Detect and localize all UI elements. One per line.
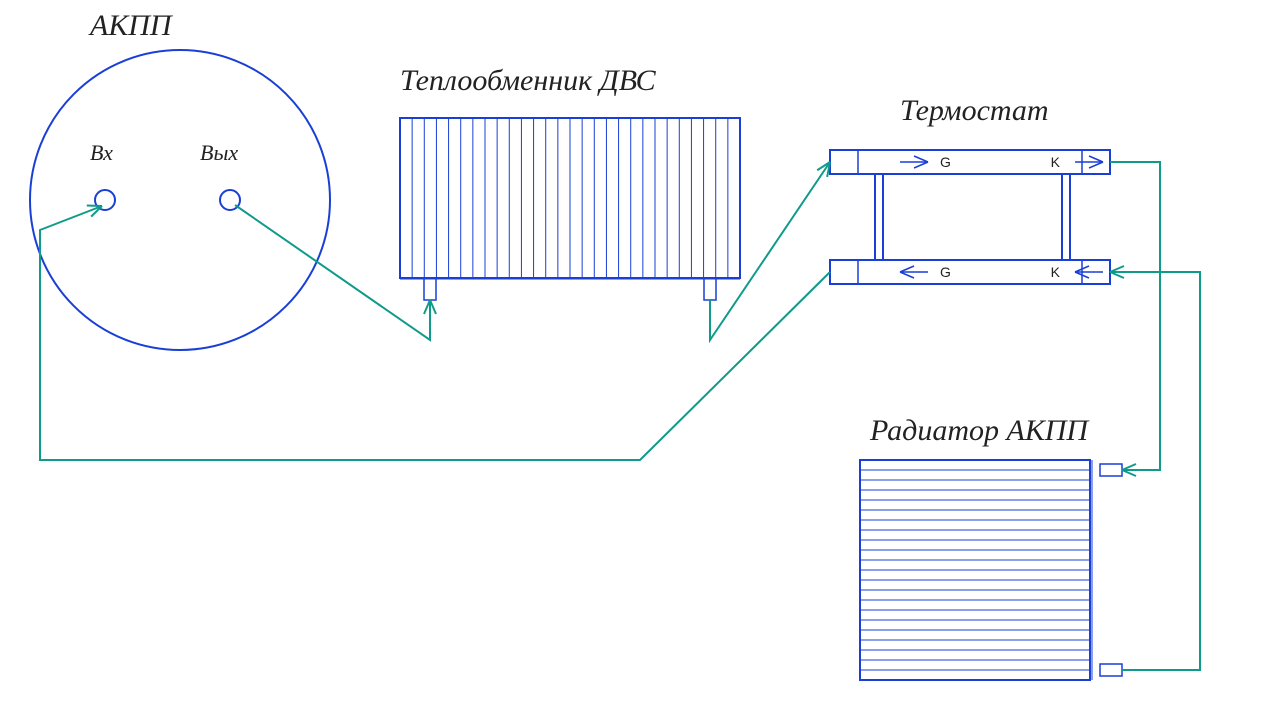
radiator: [860, 460, 1122, 680]
arrowhead: [1089, 156, 1103, 162]
arrowhead: [900, 266, 914, 272]
akpp: [30, 50, 330, 350]
arrowhead: [914, 162, 928, 168]
akpp-in-label: Вх: [90, 140, 113, 165]
hx-title: Теплообменник ДВС: [400, 64, 657, 97]
flow-therm-to-rad: [1110, 162, 1160, 476]
therm-K-top: K: [1051, 154, 1061, 170]
therm-K-bot: K: [1051, 264, 1061, 280]
arrowhead: [900, 272, 914, 278]
flow-return-to-akpp: [40, 205, 830, 460]
akpp-circle: [30, 50, 330, 350]
hx-outlet-stub: [704, 278, 716, 300]
hx-inlet-stub: [424, 278, 436, 300]
akpp-title: АКПП: [88, 9, 174, 42]
arrowhead: [914, 156, 928, 162]
akpp-out-label: Вых: [200, 140, 238, 165]
radiator-out-stub: [1100, 664, 1122, 676]
arrowhead: [87, 205, 102, 206]
therm-G-top: G: [940, 154, 951, 170]
radiator-title: Радиатор АКПП: [869, 414, 1090, 447]
therm-top-bar: [830, 150, 1110, 174]
flow-rad-to-therm: [1110, 266, 1200, 670]
flow-therm-to-rad-line: [1110, 162, 1160, 470]
flow-return-to-akpp-line: [40, 206, 830, 460]
flow-out-to-hx: [235, 205, 436, 340]
therm-bot-bar: [830, 260, 1110, 284]
heat-exchanger: [400, 118, 740, 300]
therm-G-bot: G: [940, 264, 951, 280]
thermostat: [830, 150, 1110, 284]
arrowhead: [1089, 162, 1103, 168]
radiator-in-stub: [1100, 464, 1122, 476]
thermostat-title: Термостат: [900, 94, 1049, 127]
